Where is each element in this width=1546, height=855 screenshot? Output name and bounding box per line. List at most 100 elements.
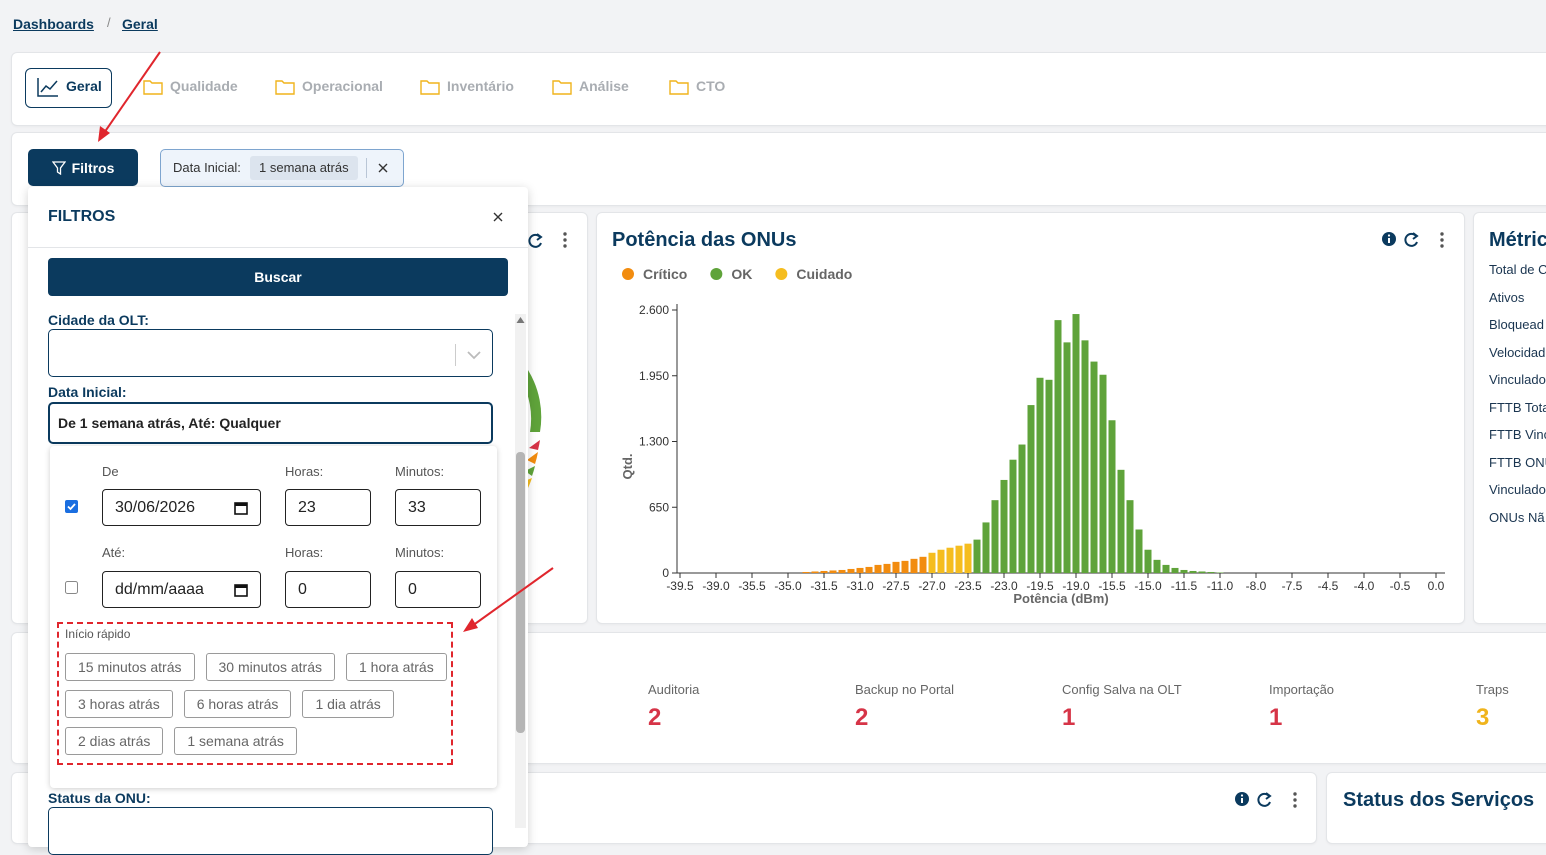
x-tick-label: -11.5 [1171,579,1198,593]
bar [1027,405,1035,573]
breadcrumb-link[interactable]: Geral [122,16,158,32]
tab[interactable]: Qualidade [170,78,238,94]
search-button[interactable]: Buscar [48,258,508,296]
chip-close[interactable] [378,163,388,173]
quick-start-title: Início rápido [65,627,131,641]
bar [1090,361,1098,573]
x-tick-label: -15.0 [1134,579,1162,593]
folder-icon [552,80,572,95]
calendar-icon [234,501,248,515]
tab[interactable]: Geral [66,78,102,94]
bar [847,568,855,573]
bar [946,547,954,573]
event-value: 2 [855,704,869,731]
tab[interactable]: Operacional [302,78,383,94]
breadcrumb-separator: / [107,15,111,30]
status-select[interactable] [48,807,493,855]
bar [982,522,990,573]
quick-start-button[interactable]: 15 minutos atrás [65,653,195,681]
minutes-field[interactable]: 33 [395,489,481,526]
x-tick-label: -4.0 [1354,579,1375,593]
x-axis-label: Potência (dBm) [1013,591,1108,606]
filters-button[interactable]: Filtros [28,149,138,186]
metric-label: FTTB Tota [1489,399,1546,415]
chip-divider [366,158,367,178]
x-tick-label: -23.5 [954,579,982,593]
city-select[interactable] [48,329,493,377]
x-tick-label: -0.5 [1390,579,1411,593]
metric-label: Velocidad [1489,344,1546,360]
bar [1054,320,1062,573]
bar [1180,569,1188,573]
divider [28,247,528,248]
folder-icon [669,80,689,95]
bar [802,571,810,573]
quick-start-options: 15 minutos atrás 30 minutos atrás 1 hora a… [65,653,455,755]
metric-label: Vinculado [1489,482,1546,497]
bar [1009,459,1017,573]
scroll-thumb[interactable] [516,452,525,733]
card-actions [528,232,567,248]
x-tick-label: -35.0 [774,579,802,593]
folder-icon [420,80,440,95]
metric-label: ONUs Nã [1489,509,1545,525]
tab[interactable]: CTO [696,78,726,94]
picker-label: Horas: [285,464,324,479]
metrics-card [1473,212,1546,624]
field-label: Cidade da OLT: [48,312,149,328]
bar [1045,379,1053,573]
x-tick-label: 0.0 [1428,579,1445,593]
date-input[interactable]: De 1 semana atrás, Até: Qualquer [48,402,493,444]
panel-title: FILTROS [48,208,116,225]
quick-start-button[interactable]: 1 semana atrás [174,727,297,755]
tab[interactable]: Inventário [447,78,514,94]
chip-value: 1 semana atrás [250,156,358,180]
hours-field[interactable]: 0 [285,571,371,608]
bar [901,560,909,573]
quick-start-button[interactable]: 3 horas atrás [65,690,173,718]
bar [937,549,945,573]
bar [1126,500,1134,573]
legend-label: OK [731,266,752,282]
picker-label: Horas: [285,545,324,560]
legend-swatch [622,268,634,280]
x-tick-label: -19.0 [1062,579,1090,593]
checkbox[interactable] [65,581,78,594]
bar [1171,567,1179,573]
y-tick-label: 1.300 [639,435,669,449]
chart-actions [1382,232,1444,248]
bar [1153,559,1161,573]
chip-label: Data Inicial: [173,160,241,175]
date-field[interactable]: 30/06/2026 [102,489,261,526]
bar [865,566,873,573]
metric-label: Total de C [1489,262,1546,277]
bar [838,569,846,573]
hours-field[interactable]: 23 [285,489,371,526]
x-tick-label: -35.5 [738,579,766,593]
scroll-up[interactable] [515,315,526,325]
date-value: dd/mm/aaaa [115,580,204,598]
quick-start-button[interactable]: 6 horas atrás [183,690,292,718]
metric-label: Ativos [1489,289,1525,305]
bar [973,539,981,573]
quick-start-button[interactable]: 2 dias atrás [65,727,164,755]
bar [1135,529,1143,573]
event-label: Auditoria [648,682,700,697]
event-label: Config Salva na OLT [1062,682,1182,697]
tab[interactable]: Análise [579,78,629,94]
date-field[interactable]: dd/mm/aaaa [102,571,261,608]
bar [1000,479,1008,573]
minutes-field[interactable]: 0 [395,571,481,608]
bar [1162,564,1170,573]
checkbox-checked[interactable] [65,500,78,513]
quick-start-button[interactable]: 1 dia atrás [302,690,394,718]
y-tick-label: 2.600 [639,303,669,317]
chart-title: Potência das ONUs [612,229,797,251]
quick-start-button[interactable]: 1 hora atrás [346,653,447,681]
quick-start-button[interactable]: 30 minutos atrás [205,653,335,681]
y-tick-label: 1.950 [639,369,669,383]
event-value: 3 [1476,704,1490,731]
panel-close[interactable] [493,212,503,222]
breadcrumb-link[interactable]: Dashboards [13,16,94,32]
bar [1189,570,1197,573]
